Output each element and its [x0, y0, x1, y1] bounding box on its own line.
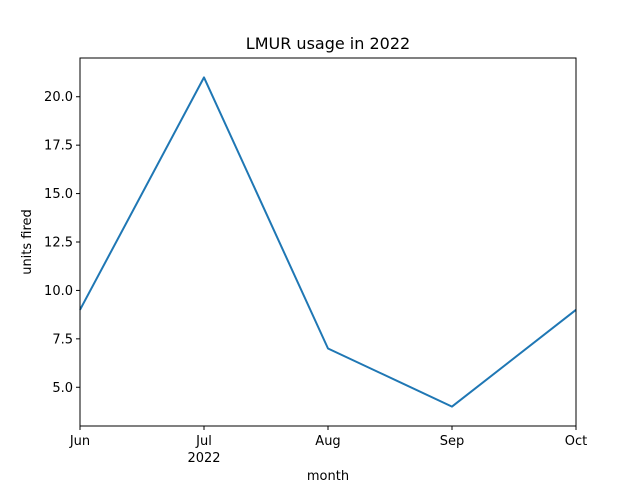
y-tick-label: 10.0 [44, 284, 73, 299]
x-tick-label: Jun [69, 434, 90, 449]
y-tick-label: 12.5 [44, 236, 73, 251]
plot-frame [79, 57, 577, 427]
y-axis-label: units fired [20, 209, 35, 275]
x-tick-label: Jul [195, 434, 212, 449]
y-axis-ticks: 5.0 7.5 10.0 12.5 15.0 17.5 20.0 [44, 90, 80, 396]
data-point [203, 76, 205, 78]
y-tick-label: 7.5 [52, 332, 73, 347]
x-tick-label: Oct [565, 434, 587, 449]
x-axis-year-label: 2022 [187, 451, 220, 466]
x-tick-label: Sep [440, 434, 465, 449]
y-tick-label: 17.5 [44, 139, 73, 154]
y-tick-label: 15.0 [44, 187, 73, 202]
x-axis-label: month [307, 469, 349, 480]
data-point [451, 406, 453, 408]
x-axis-ticks: Jun Jul Aug Sep Oct [69, 426, 587, 449]
x-tick-label: Aug [315, 434, 340, 449]
y-tick-label: 20.0 [44, 90, 73, 105]
series-line [79, 76, 577, 408]
y-tick-label: 5.0 [52, 381, 73, 396]
chart-title: LMUR usage in 2022 [246, 34, 410, 53]
data-point [327, 348, 329, 350]
